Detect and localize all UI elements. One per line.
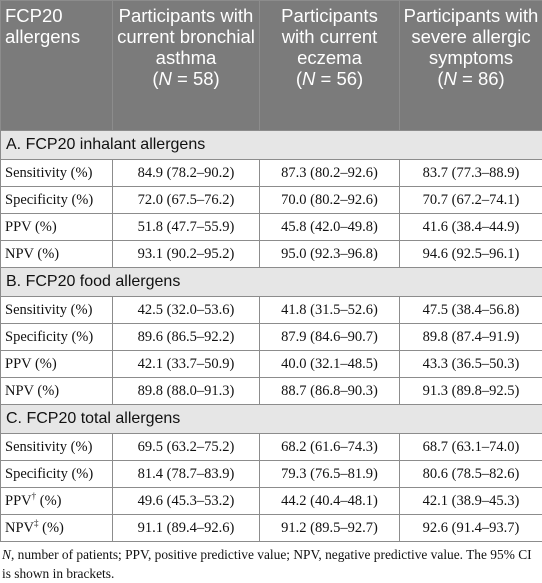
table-cell: 79.3 (76.5–81.9) (260, 461, 400, 488)
table-cell: 91.2 (89.5–92.7) (260, 515, 400, 542)
row-label-text: Specificity (%) (5, 466, 93, 482)
table-row: Specificity (%) 72.0 (67.5–76.2)70.0 (80.… (1, 187, 542, 214)
header-severe-n: (N = 86) (437, 68, 504, 89)
table-cell: 94.6 (92.5–96.1) (400, 241, 542, 268)
row-label-text: Sensitivity (%) (5, 302, 92, 318)
header-eczema-label: Participants with current eczema (281, 5, 378, 68)
table-row: PPV† (%)49.6 (45.3–53.2)44.2 (40.4–48.1)… (1, 488, 542, 515)
header-asthma: Participants with current bronchial asth… (113, 1, 260, 131)
table-row: Sensitivity (%) 84.9 (78.2–90.2)87.3 (80.… (1, 160, 542, 187)
row-label-text: Specificity (%) (5, 192, 93, 208)
table-row: NPV (%) 89.8 (88.0–91.3)88.7 (86.8–90.3)9… (1, 378, 542, 405)
table-cell: 89.8 (87.4–91.9) (400, 324, 542, 351)
header-eczema-n: (N = 56) (296, 68, 363, 89)
row-label: NPV (%) (1, 378, 113, 405)
table-cell: 91.3 (89.8–92.5) (400, 378, 542, 405)
row-label: Sensitivity (%) (1, 434, 113, 461)
footnote-n-symbol: N (2, 547, 11, 562)
row-label-text: NPV (5, 520, 34, 536)
row-label-text: Specificity (%) (5, 329, 93, 345)
table-cell: 45.8 (42.0–49.8) (260, 214, 400, 241)
row-label-text: PPV (%) (5, 356, 57, 372)
header-row: FCP20 allergens Participants with curren… (1, 1, 542, 131)
table-cell: 68.2 (61.6–74.3) (260, 434, 400, 461)
footnote-text: , number of patients; PPV, positive pred… (2, 547, 532, 581)
row-label: NPV‡ (%) (1, 515, 113, 542)
header-asthma-n: (N = 58) (152, 68, 219, 89)
table-cell: 92.6 (91.4–93.7) (400, 515, 542, 542)
table-cell: 42.1 (33.7–50.9) (113, 351, 260, 378)
table-cell: 68.7 (63.1–74.0) (400, 434, 542, 461)
table-cell: 89.6 (86.5–92.2) (113, 324, 260, 351)
row-label: Specificity (%) (1, 187, 113, 214)
row-label-text: NPV (%) (5, 246, 59, 262)
row-label: PPV (%) (1, 214, 113, 241)
table-cell: 42.1 (38.9–45.3) (400, 488, 542, 515)
row-label-text: Sensitivity (%) (5, 439, 92, 455)
section-title: B. FCP20 food allergens (1, 268, 542, 297)
row-label-text: Sensitivity (%) (5, 165, 92, 181)
table-row: Sensitivity (%) 69.5 (63.2–75.2)68.2 (61.… (1, 434, 542, 461)
table-row: NPV (%) 93.1 (90.2–95.2)95.0 (92.3–96.8)9… (1, 241, 542, 268)
row-label: PPV† (%) (1, 488, 113, 515)
row-label-text: NPV (%) (5, 383, 59, 399)
table-cell: 49.6 (45.3–53.2) (113, 488, 260, 515)
table-row: PPV (%) 42.1 (33.7–50.9)40.0 (32.1–48.5)4… (1, 351, 542, 378)
section-row: A. FCP20 inhalant allergens (1, 131, 542, 160)
table-cell: 89.8 (88.0–91.3) (113, 378, 260, 405)
table-cell: 95.0 (92.3–96.8) (260, 241, 400, 268)
table-cell: 72.0 (67.5–76.2) (113, 187, 260, 214)
table-footnote: N, number of patients; PPV, positive pre… (2, 545, 540, 583)
row-label: PPV (%) (1, 351, 113, 378)
header-severe-label: Participants with severe allergic sympto… (404, 5, 539, 68)
section-row: C. FCP20 total allergens (1, 405, 542, 434)
row-label-text: PPV (5, 493, 32, 509)
table-cell: 70.7 (67.2–74.1) (400, 187, 542, 214)
table-cell: 87.9 (84.6–90.7) (260, 324, 400, 351)
row-label: Specificity (%) (1, 461, 113, 488)
table-cell: 69.5 (63.2–75.2) (113, 434, 260, 461)
header-asthma-label: Participants with current bronchial asth… (117, 5, 255, 68)
section-title: A. FCP20 inhalant allergens (1, 131, 542, 160)
table-cell: 91.1 (89.4–92.6) (113, 515, 260, 542)
row-label: Sensitivity (%) (1, 160, 113, 187)
header-eczema: Participants with current eczema(N = 56) (260, 1, 400, 131)
header-allergens: FCP20 allergens (1, 1, 113, 131)
row-label-suffix: (%) (39, 520, 64, 536)
table-cell: 88.7 (86.8–90.3) (260, 378, 400, 405)
table-cell: 93.1 (90.2–95.2) (113, 241, 260, 268)
table-cell: 87.3 (80.2–92.6) (260, 160, 400, 187)
row-label: Sensitivity (%) (1, 297, 113, 324)
table-cell: 51.8 (47.7–55.9) (113, 214, 260, 241)
section-row: B. FCP20 food allergens (1, 268, 542, 297)
table-cell: 40.0 (32.1–48.5) (260, 351, 400, 378)
table-cell: 44.2 (40.4–48.1) (260, 488, 400, 515)
row-label-suffix: (%) (36, 493, 61, 509)
table-cell: 81.4 (78.7–83.9) (113, 461, 260, 488)
table-cell: 42.5 (32.0–53.6) (113, 297, 260, 324)
table-cell: 84.9 (78.2–90.2) (113, 160, 260, 187)
table-row: Specificity (%) 81.4 (78.7–83.9)79.3 (76.… (1, 461, 542, 488)
table-cell: 47.5 (38.4–56.8) (400, 297, 542, 324)
table-row: PPV (%) 51.8 (47.7–55.9)45.8 (42.0–49.8)4… (1, 214, 542, 241)
table-cell: 70.0 (80.2–92.6) (260, 187, 400, 214)
table-row: Sensitivity (%) 42.5 (32.0–53.6)41.8 (31.… (1, 297, 542, 324)
header-severe: Participants with severe allergic sympto… (400, 1, 542, 131)
results-table: FCP20 allergens Participants with curren… (0, 0, 542, 542)
row-label: Specificity (%) (1, 324, 113, 351)
section-title: C. FCP20 total allergens (1, 405, 542, 434)
table-row: Specificity (%) 89.6 (86.5–92.2)87.9 (84.… (1, 324, 542, 351)
row-label: NPV (%) (1, 241, 113, 268)
table-cell: 83.7 (77.3–88.9) (400, 160, 542, 187)
table-cell: 41.6 (38.4–44.9) (400, 214, 542, 241)
table-cell: 43.3 (36.5–50.3) (400, 351, 542, 378)
table-cell: 41.8 (31.5–52.6) (260, 297, 400, 324)
row-label-text: PPV (%) (5, 219, 57, 235)
table-cell: 80.6 (78.5–82.6) (400, 461, 542, 488)
table-row: NPV‡ (%)91.1 (89.4–92.6)91.2 (89.5–92.7)… (1, 515, 542, 542)
